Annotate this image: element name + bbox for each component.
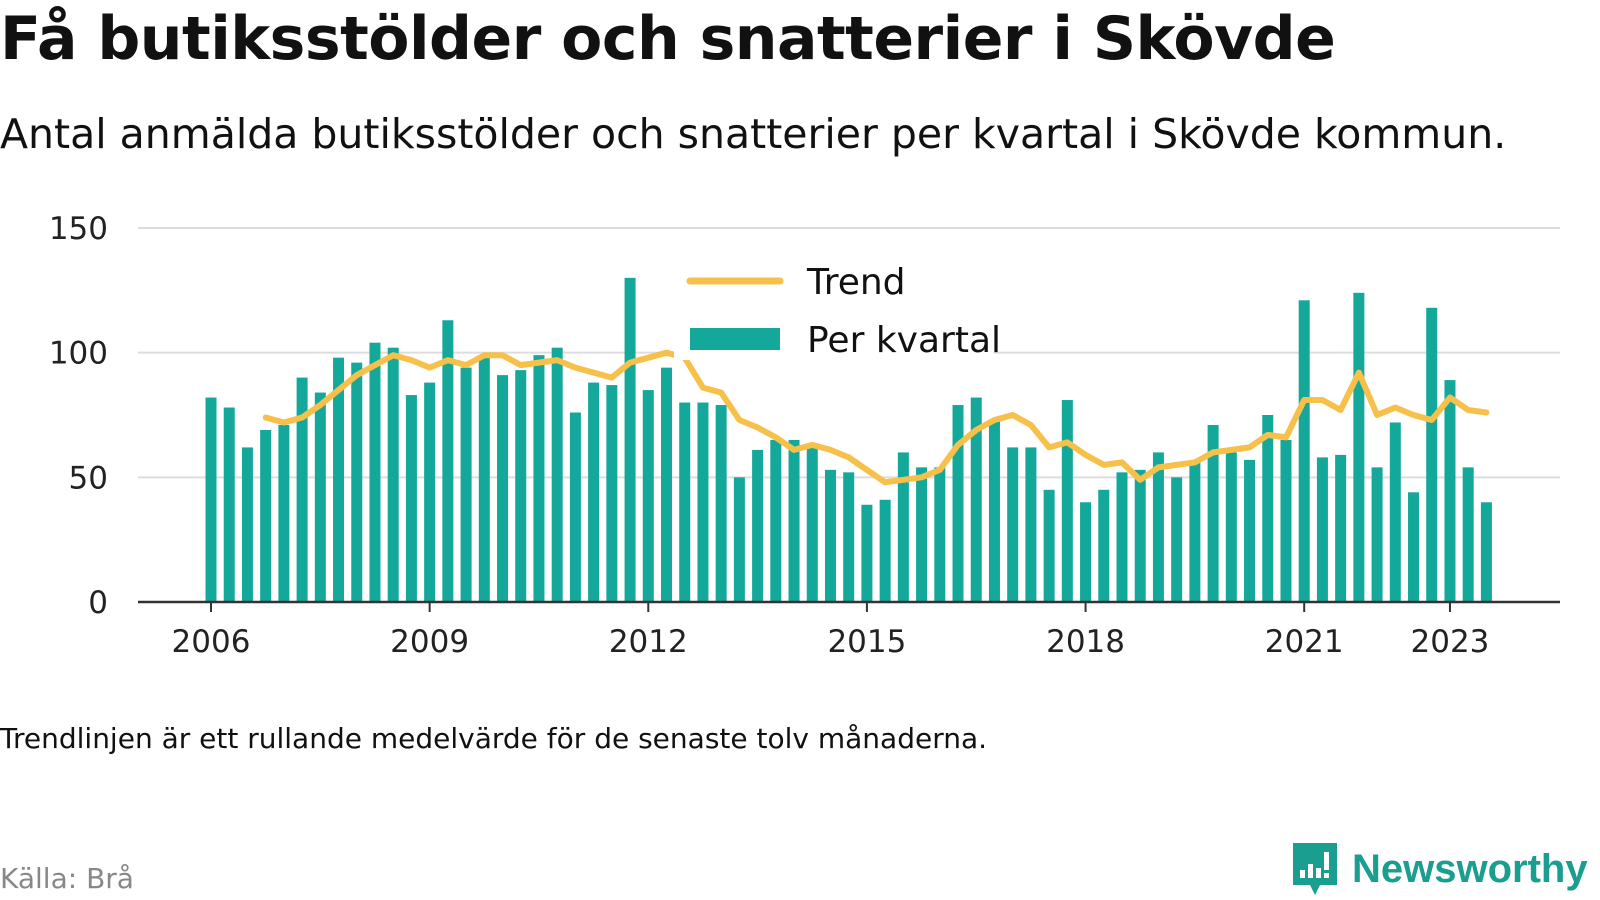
x-tick-label: 2009 [390, 624, 469, 660]
bar [843, 472, 855, 602]
bar [351, 362, 363, 602]
bar [1244, 459, 1256, 602]
brand-name: Newsworthy [1352, 846, 1588, 891]
bar [460, 367, 472, 602]
bar [1426, 307, 1438, 602]
bar [1171, 477, 1183, 602]
bar [478, 355, 490, 602]
bar [824, 469, 836, 602]
bar [1462, 467, 1474, 602]
x-tick-label: 2015 [827, 624, 906, 660]
bar [442, 320, 454, 602]
bar [897, 452, 909, 602]
bar [1335, 454, 1347, 602]
bar [697, 402, 709, 602]
bar [606, 385, 618, 602]
legend: Trend Per kvartal [674, 250, 1001, 361]
bar [1480, 502, 1492, 602]
chart-title: Få butiksstölder och snatterier i Skövde [0, 4, 1336, 74]
bar [788, 439, 800, 602]
bar [1098, 489, 1110, 602]
bar [1444, 380, 1456, 602]
bar [1061, 400, 1073, 602]
bar [916, 467, 928, 602]
bar [369, 342, 381, 602]
bar [569, 412, 581, 602]
legend-bar-label: Per kvartal [807, 320, 1001, 361]
bar [205, 397, 217, 602]
y-tick-label: 150 [49, 211, 108, 247]
bar [551, 347, 563, 602]
axes: 0 50 100 150 2006 2009 2012 2015 2018 2021 2023 [49, 211, 1560, 660]
y-tick-label: 100 [49, 336, 108, 372]
bar [333, 357, 345, 602]
bar [223, 407, 235, 602]
bar [988, 419, 1000, 602]
bar [533, 355, 545, 602]
bar-line-chart: 0 50 100 150 2006 2009 2012 2015 2018 2021 2023 Tr… [49, 211, 1560, 660]
bar [770, 439, 782, 602]
bar [952, 405, 964, 602]
bar [1225, 452, 1237, 602]
bar [497, 375, 509, 602]
bar [806, 444, 818, 602]
bar [1371, 467, 1383, 602]
bar [260, 429, 272, 602]
bar [1043, 489, 1055, 602]
trend-line-group [262, 349, 1490, 486]
bar [642, 390, 654, 602]
bar [1353, 292, 1365, 602]
bar [1025, 447, 1037, 602]
bar [314, 392, 326, 602]
bar [1280, 439, 1292, 602]
bar [861, 504, 873, 602]
bar [1207, 424, 1219, 602]
source-label: Källa: Brå [0, 862, 134, 895]
x-tick-label: 2012 [609, 624, 688, 660]
bar [1389, 422, 1401, 602]
bar [1262, 415, 1274, 602]
bar [1116, 472, 1128, 602]
bar [934, 467, 946, 602]
bar [405, 395, 417, 602]
legend-trend-label: Trend [806, 262, 906, 303]
x-tick-label: 2018 [1046, 624, 1125, 660]
bar [1408, 492, 1420, 602]
bar [296, 377, 308, 602]
bars [205, 277, 1492, 602]
y-tick-label: 0 [88, 585, 108, 621]
bar [241, 447, 253, 602]
bar [387, 347, 399, 602]
bar [970, 397, 982, 602]
bar [588, 382, 600, 602]
bar [1134, 469, 1146, 602]
footnote: Trendlinjen är ett rullande medelvärde f… [0, 722, 988, 755]
bar [424, 382, 436, 602]
bar [879, 499, 891, 602]
bar [1080, 502, 1092, 602]
newsworthy-logo-icon [1293, 843, 1337, 895]
bar [733, 477, 745, 602]
bar [1007, 447, 1019, 602]
bar [624, 277, 636, 602]
bar [278, 424, 290, 602]
bar [661, 367, 672, 602]
x-tick-label: 2021 [1265, 624, 1344, 660]
chart-subtitle: Antal anmälda butiksstölder och snatteri… [0, 110, 1507, 158]
bar [1298, 300, 1310, 602]
bar [515, 370, 527, 602]
brand-logo: Newsworthy [1290, 840, 1588, 898]
x-tick-label: 2023 [1411, 624, 1490, 660]
trend-line [262, 349, 1490, 486]
bar [1316, 457, 1328, 602]
bar [1189, 462, 1201, 602]
legend-bar-swatch [690, 328, 780, 350]
bar [1152, 452, 1164, 602]
bar [752, 449, 764, 602]
y-tick-label: 50 [69, 460, 108, 496]
x-tick-label: 2006 [172, 624, 251, 660]
bar [715, 405, 727, 602]
bar [679, 402, 691, 602]
